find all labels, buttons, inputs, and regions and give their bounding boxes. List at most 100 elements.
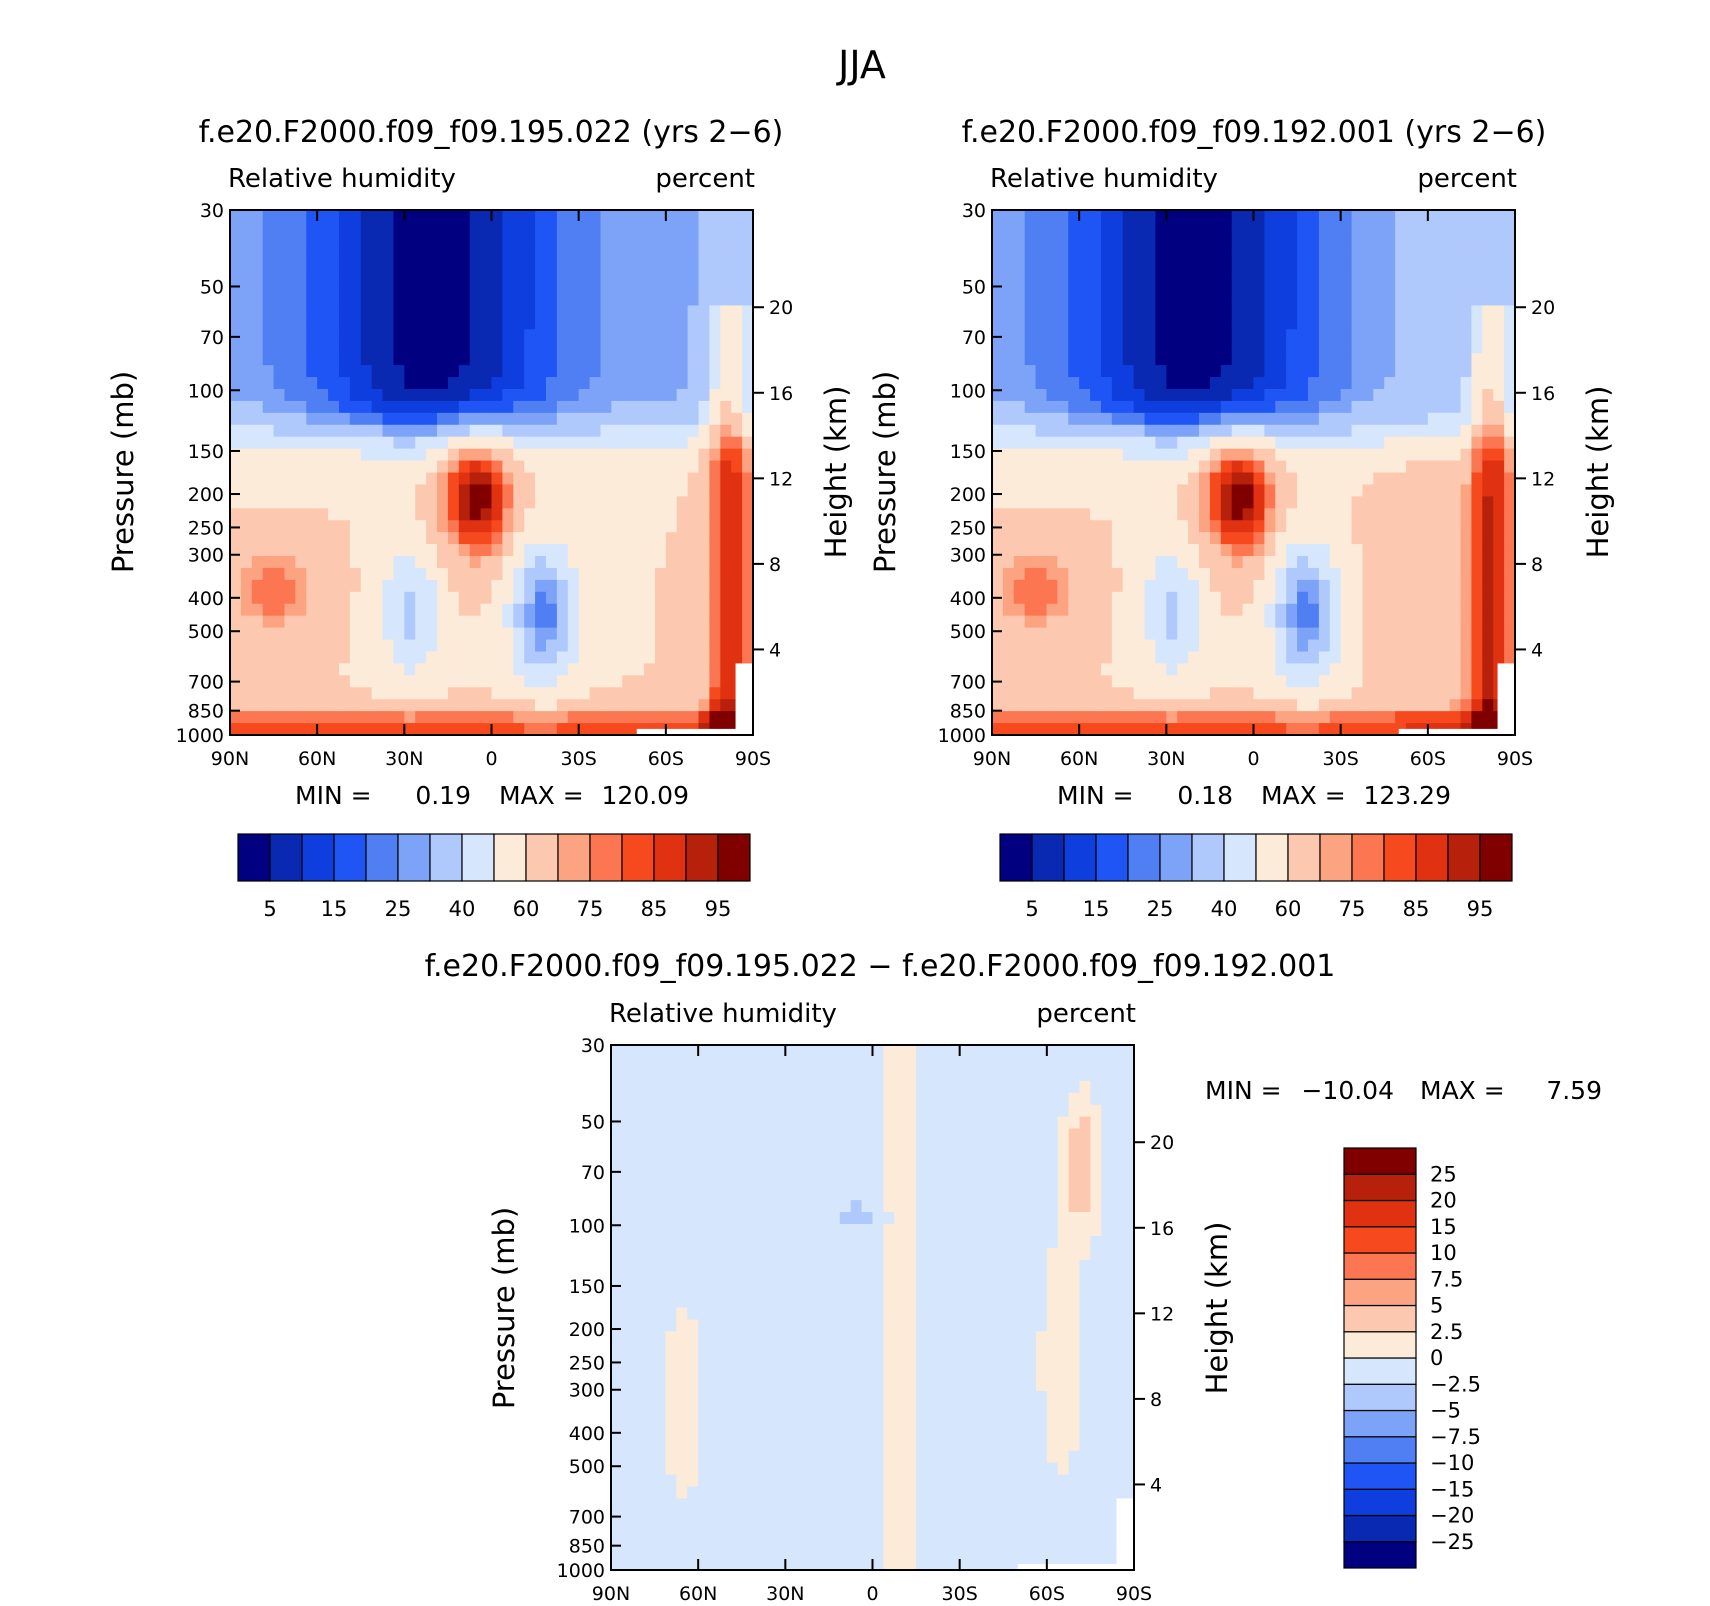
contour-cell — [1286, 639, 1298, 653]
contour-cell — [1427, 496, 1440, 509]
contour-cell — [1068, 305, 1080, 318]
contour-cell — [1024, 675, 1037, 688]
contour-cell — [1493, 269, 1505, 283]
contour-cell — [426, 711, 438, 724]
contour-cell — [1133, 711, 1146, 724]
contour-cell — [1133, 567, 1146, 581]
contour-cell — [1384, 233, 1396, 247]
contour-cell — [1427, 257, 1440, 271]
contour-cell — [1101, 1164, 1113, 1177]
panel-diff-right-label: percent — [1036, 999, 1136, 1029]
contour-cell — [611, 460, 623, 474]
contour-cell — [1111, 233, 1124, 247]
contour-cell — [1482, 591, 1494, 605]
contour-cell — [1231, 472, 1244, 486]
contour-cell — [567, 233, 580, 247]
contour-cell — [1471, 210, 1483, 223]
contour-cell — [360, 615, 373, 629]
contour-cell — [1166, 532, 1178, 545]
contour-cell — [1209, 532, 1222, 545]
contour-cell — [480, 579, 493, 593]
contour-cell — [1035, 687, 1048, 700]
contour-cell — [720, 305, 732, 318]
contour-cell — [992, 496, 1004, 509]
contour-cell — [360, 508, 373, 521]
contour-cell — [1275, 436, 1287, 450]
contour-cell — [1253, 556, 1265, 569]
contour-cell — [491, 388, 503, 402]
contour-cell — [295, 627, 307, 641]
contour-cell — [458, 484, 471, 497]
contour-cell — [698, 711, 711, 724]
contour-cell — [251, 651, 264, 665]
contour-cell — [1242, 460, 1255, 474]
contour-cell — [1013, 615, 1026, 629]
contour-cell — [1318, 257, 1331, 271]
contour-cell — [524, 520, 536, 533]
contour-cell — [1112, 1080, 1124, 1094]
contour-cell — [1025, 1045, 1037, 1058]
contour-cell — [1188, 281, 1200, 295]
contour-cell — [992, 639, 1004, 653]
contour-cell — [1122, 293, 1135, 307]
contour-cell — [1035, 520, 1048, 533]
contour-cell — [1133, 520, 1146, 533]
contour-cell — [480, 484, 493, 497]
contour-cell — [981, 1116, 993, 1130]
contour-cell — [1122, 723, 1135, 735]
contour-cell — [393, 353, 405, 366]
contour-cell — [1155, 245, 1167, 259]
panel-diff-contour-field — [611, 1045, 1134, 1570]
colorbar-box — [301, 833, 335, 882]
contour-cell — [948, 1056, 961, 1070]
contour-cell — [469, 424, 482, 438]
contour-cell — [676, 1092, 688, 1106]
contour-cell — [1329, 460, 1342, 474]
y-tick-label: 400 — [950, 588, 986, 610]
contour-cell — [654, 412, 667, 426]
contour-cell — [556, 579, 569, 593]
contour-cell — [567, 520, 580, 533]
contour-cell — [1231, 329, 1244, 342]
contour-cell — [328, 496, 340, 509]
contour-cell — [306, 556, 318, 569]
contour-cell — [654, 353, 667, 366]
contour-cell — [1482, 603, 1494, 617]
contour-cell — [1340, 317, 1353, 330]
contour-cell — [1209, 436, 1222, 450]
contour-cell — [1068, 1056, 1081, 1070]
contour-cell — [676, 269, 689, 283]
contour-cell — [338, 699, 351, 712]
contour-cell — [1329, 281, 1342, 295]
contour-cell — [371, 341, 384, 354]
contour-cell — [306, 699, 318, 712]
contour-cell — [1220, 651, 1233, 665]
contour-cell — [665, 651, 678, 665]
contour-cell — [578, 508, 591, 521]
contour-cell — [360, 293, 373, 307]
contour-cell — [676, 687, 689, 700]
colorbar-label: 25 — [385, 897, 412, 921]
contour-cell — [1351, 711, 1364, 724]
contour-cell — [633, 257, 645, 271]
contour-cell — [578, 520, 591, 533]
contour-cell — [1133, 353, 1146, 366]
contour-cell — [589, 317, 602, 330]
contour-cell — [502, 317, 514, 330]
contour-cell — [1438, 460, 1451, 474]
contour-cell — [600, 687, 612, 700]
contour-cell — [894, 1164, 906, 1177]
contour-cell — [1199, 210, 1211, 223]
contour-cell — [251, 221, 264, 235]
contour-cell — [698, 317, 711, 330]
contour-cell — [1384, 579, 1396, 593]
contour-cell — [317, 305, 329, 318]
contour-cell — [1046, 210, 1058, 223]
contour-cell — [644, 567, 656, 581]
contour-cell — [1177, 567, 1189, 581]
contour-cell — [535, 245, 547, 259]
contour-cell — [1166, 591, 1178, 605]
contour-cell — [1340, 567, 1353, 581]
contour-cell — [1504, 651, 1515, 665]
contour-cell — [1177, 377, 1189, 390]
